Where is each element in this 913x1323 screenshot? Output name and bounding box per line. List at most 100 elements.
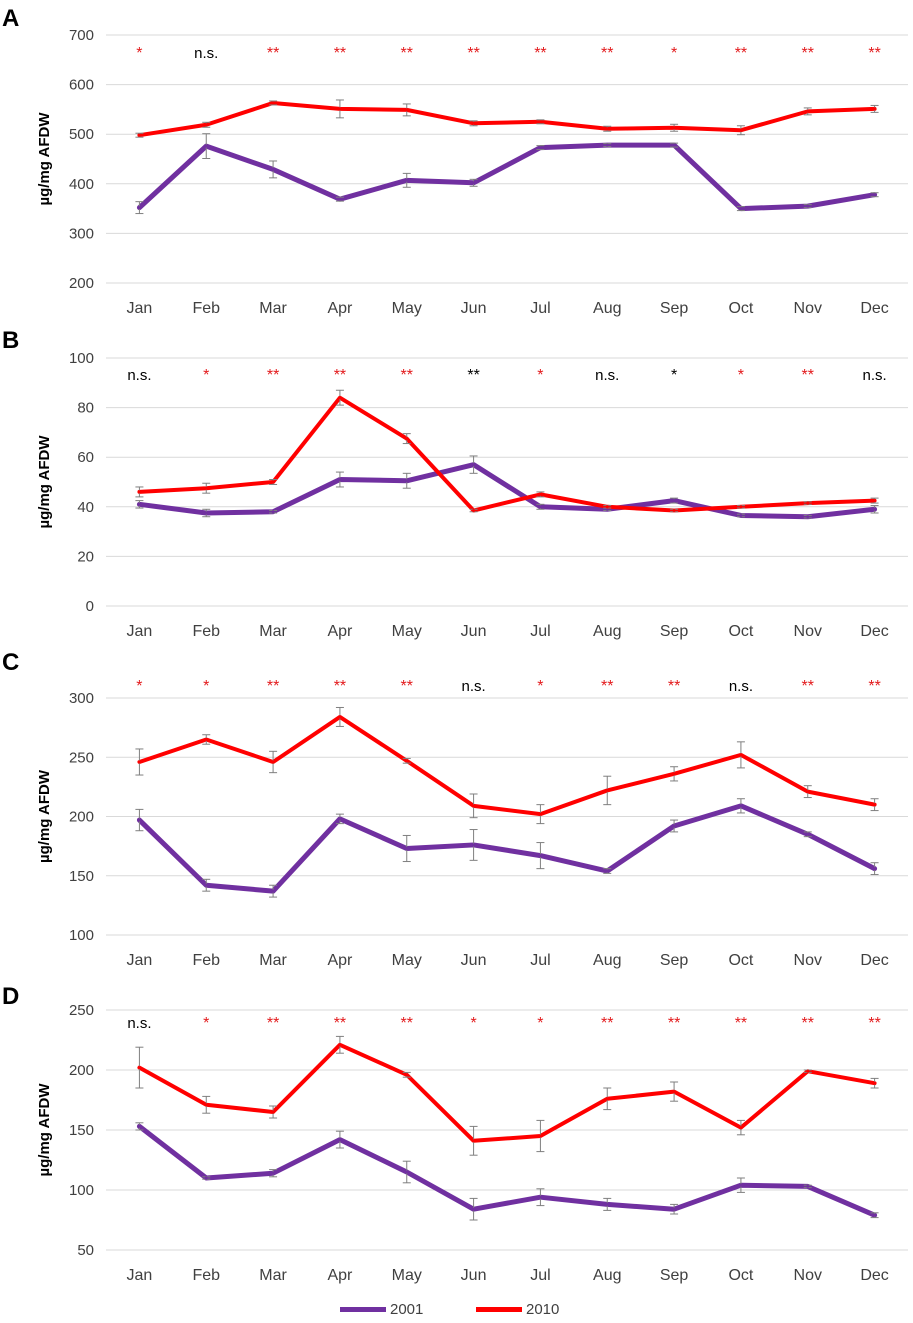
data-point [338,107,342,111]
legend: 2001 2010 [0,1296,913,1322]
legend-label-2010: 2010 [526,1300,560,1318]
data-point [605,1097,609,1101]
data-point [538,120,542,124]
data-point [405,108,409,112]
data-point [204,511,208,515]
x-tick-label: Feb [192,623,220,640]
data-point [338,197,342,201]
x-tick-label: Apr [327,1267,353,1284]
series-line-2010 [137,395,877,513]
y-tick-label: 250 [69,749,94,766]
x-tick-label: Jan [127,1267,153,1284]
legend-swatch-2010 [476,1306,522,1312]
y-tick-label: 200 [69,275,94,292]
data-point [605,1202,609,1206]
data-point [204,123,208,127]
data-point [873,193,877,197]
x-tick-label: Sep [660,952,689,969]
chart-b: Bµg/mg AFDW 0 20 40 60 80 100 Jan Feb Mar Apr May Ju… [2,327,908,640]
data-point [538,1195,542,1199]
data-point [739,753,743,757]
data-point [405,1170,409,1174]
y-tick-label: 60 [77,449,94,466]
data-point [806,1069,810,1073]
series-line-2001 [136,462,878,520]
series-2001 [135,1122,879,1221]
significance-marker: n.s. [194,45,218,62]
data-point [873,1213,877,1217]
series-2010 [135,706,879,825]
x-tick-label: Jan [127,623,153,640]
data-point [873,499,877,503]
data-point [538,492,542,496]
significance-marker: ** [868,1015,880,1032]
legend-item-2001: 2001 [340,1296,423,1322]
series-2010 [135,99,879,138]
significance-marker: * [203,1015,209,1032]
series-line-2001 [136,142,878,212]
data-point [472,1207,476,1211]
panel-label: C [2,649,19,676]
data-point [873,867,877,871]
data-point [538,1134,542,1138]
data-point [538,505,542,509]
series-line-2001 [136,1123,878,1218]
data-point [672,499,676,503]
panel-label: A [2,5,19,32]
chart-a: Aµg/mg AFDW 200 300 400 500 600 700 Jan Feb Mar Ap… [2,5,908,317]
data-point [739,1183,743,1187]
data-point [338,1043,342,1047]
data-point [472,1139,476,1143]
data-point [672,509,676,513]
data-point [137,818,141,822]
x-tick-label: Aug [593,1267,621,1284]
data-point [806,1184,810,1188]
x-tick-label: Aug [593,300,621,317]
data-point [271,480,275,484]
panel-label: D [2,983,19,1010]
x-tick-label: Mar [259,1267,287,1284]
significance-marker: ** [267,678,279,695]
x-tick-label: Oct [728,300,753,317]
data-point [472,804,476,808]
x-tick-label: Apr [327,300,353,317]
x-tick-label: Mar [259,300,287,317]
significance-marker: ** [467,367,479,384]
significance-marker: ** [601,1015,613,1032]
significance-marker: * [136,678,142,695]
significance-marker: ** [401,367,413,384]
series-2001 [135,133,879,215]
significance-marker: ** [267,1015,279,1032]
x-tick-label: Sep [660,300,689,317]
x-tick-label: Jul [530,1267,550,1284]
data-point [405,846,409,850]
significance-marker: ** [334,45,346,62]
legend-swatch-2001 [340,1306,386,1312]
x-tick-label: Jun [461,952,487,969]
significance-marker: ** [267,367,279,384]
x-tick-label: Dec [860,623,888,640]
x-tick-label: Aug [593,952,621,969]
x-tick-label: Jul [530,300,550,317]
significance-marker: ** [534,45,546,62]
data-point [605,505,609,509]
significance-marker: ** [802,367,814,384]
y-tick-label: 400 [69,176,94,193]
data-point [873,507,877,511]
y-tick-label: 0 [86,598,94,615]
data-point [271,760,275,764]
data-point [672,143,676,147]
y-tick-label: 80 [77,400,94,417]
y-tick-label: 500 [69,126,94,143]
data-point [204,883,208,887]
data-point [472,181,476,185]
data-point [338,715,342,719]
x-tick-label: Nov [794,300,822,317]
significance-marker: ** [267,45,279,62]
y-tick-label: 200 [69,1062,94,1079]
y-tick-label: 200 [69,809,94,826]
data-point [338,817,342,821]
